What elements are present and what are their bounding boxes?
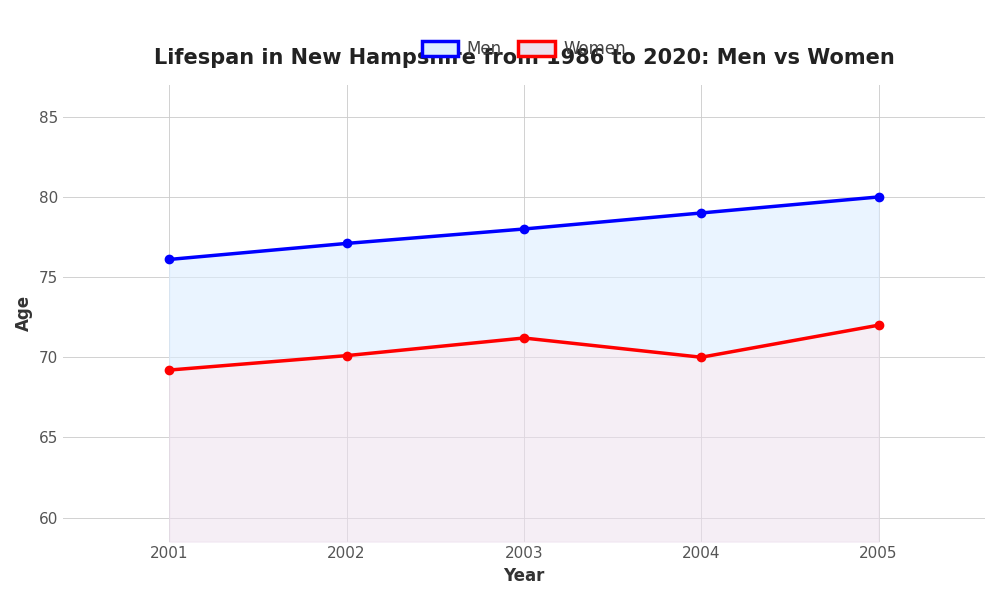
Title: Lifespan in New Hampshire from 1986 to 2020: Men vs Women: Lifespan in New Hampshire from 1986 to 2… (154, 48, 894, 68)
X-axis label: Year: Year (503, 567, 545, 585)
Y-axis label: Age: Age (15, 295, 33, 331)
Legend: Men, Women: Men, Women (415, 34, 633, 65)
